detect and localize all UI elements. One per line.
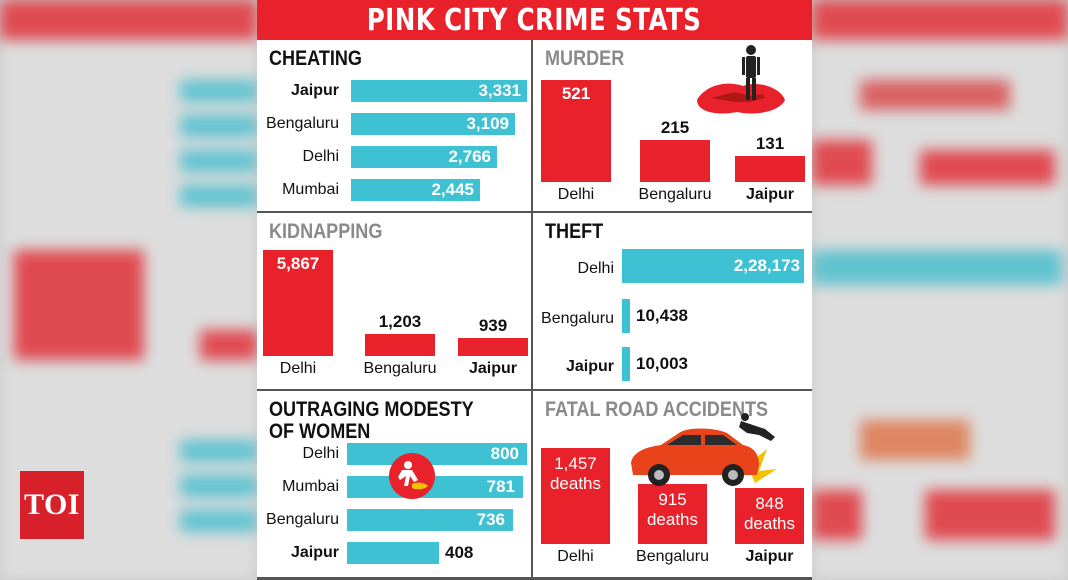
modesty-bar-bengaluru bbox=[347, 509, 513, 531]
theft-bar-jaipur bbox=[622, 347, 630, 381]
accidents-label-bengaluru: Bengaluru bbox=[636, 548, 709, 565]
car-crash-icon bbox=[631, 413, 777, 486]
modesty-panel: OUTRAGING MODESTY OF WOMEN Delhi 800 Mumba… bbox=[257, 391, 533, 577]
modesty-label-jaipur: Jaipur bbox=[290, 544, 339, 561]
accidents-unit-delhi: deaths bbox=[549, 474, 602, 493]
accidents-value-jaipur: 848 bbox=[755, 494, 784, 513]
modesty-bar-jaipur bbox=[347, 542, 439, 564]
murder-value-delhi: 521 bbox=[561, 84, 591, 103]
accidents-bar-bengaluru bbox=[638, 484, 707, 544]
cheating-label-jaipur: Jaipur bbox=[290, 82, 339, 99]
theft-label-jaipur: Jaipur bbox=[565, 358, 614, 375]
accidents-unit-bengaluru: deaths bbox=[646, 510, 699, 529]
kidnapping-bar-jaipur bbox=[458, 338, 528, 356]
murder-label-bengaluru: Bengaluru bbox=[638, 186, 712, 203]
theft-label-delhi: Delhi bbox=[577, 260, 614, 277]
murder-panel: MURDER 521 Delhi 215 Bengaluru 131 Jaipur bbox=[533, 40, 812, 213]
title-banner: PINK CITY CRIME STATS bbox=[257, 0, 812, 40]
kidnapping-value-jaipur: 939 bbox=[478, 316, 508, 335]
cheating-label-mumbai: Mumbai bbox=[282, 181, 339, 198]
cheating-value-jaipur: 3,331 bbox=[478, 81, 521, 100]
cheating-value-bengaluru: 3,109 bbox=[466, 114, 509, 133]
modesty-bar-delhi bbox=[347, 443, 527, 465]
kidnapping-bar-bengaluru bbox=[365, 334, 435, 356]
modesty-title-line2: OF WOMEN bbox=[269, 420, 371, 443]
bottom-rule bbox=[257, 577, 812, 580]
accidents-title: FATAL ROAD ACCIDENTS bbox=[545, 398, 769, 421]
modesty-title-line1: OUTRAGING MODESTY bbox=[269, 398, 474, 421]
modesty-value-delhi: 800 bbox=[490, 444, 519, 463]
theft-panel: THEFT Delhi 2,28,173 Bengaluru 10,438 Jaipur… bbox=[533, 213, 812, 391]
modesty-value-bengaluru: 736 bbox=[476, 510, 505, 529]
theft-value-delhi: 2,28,173 bbox=[733, 256, 800, 275]
accidents-value-bengaluru: 915 bbox=[658, 490, 687, 509]
accidents-value-delhi: 1,457 bbox=[554, 454, 597, 473]
accidents-label-jaipur: Jaipur bbox=[745, 548, 794, 565]
murder-title: MURDER bbox=[545, 47, 625, 70]
accidents-unit-jaipur: deaths bbox=[743, 514, 796, 533]
kidnapping-label-bengaluru: Bengaluru bbox=[363, 360, 437, 377]
theft-value-bengaluru: 10,438 bbox=[636, 306, 688, 325]
theft-title: THEFT bbox=[545, 220, 604, 243]
modesty-label-delhi: Delhi bbox=[302, 445, 339, 462]
theft-value-jaipur: 10,003 bbox=[636, 354, 688, 373]
murder-value-jaipur: 131 bbox=[755, 134, 785, 153]
cheating-value-delhi: 2,766 bbox=[448, 147, 491, 166]
body-outline-icon bbox=[697, 45, 785, 114]
murder-label-delhi: Delhi bbox=[557, 186, 595, 203]
modesty-label-mumbai: Mumbai bbox=[282, 478, 339, 495]
infographic-card: PINK CITY CRIME STATS CHEATING Jaipur 3,3… bbox=[257, 0, 812, 580]
modesty-value-mumbai: 781 bbox=[486, 477, 515, 496]
kidnapping-value-bengaluru: 1,203 bbox=[378, 312, 422, 331]
theft-bar-delhi bbox=[622, 249, 804, 283]
toi-logo: TOI bbox=[20, 471, 84, 539]
murder-label-jaipur: Jaipur bbox=[745, 186, 794, 203]
cheating-label-delhi: Delhi bbox=[302, 148, 339, 165]
kidnapping-bar-delhi bbox=[263, 250, 333, 356]
cheating-panel: CHEATING Jaipur 3,331 Bengaluru 3,109 Delhi 2… bbox=[257, 40, 533, 213]
kidnapping-label-jaipur: Jaipur bbox=[468, 360, 517, 377]
theft-label-bengaluru: Bengaluru bbox=[541, 310, 614, 327]
murder-bar-jaipur bbox=[735, 156, 805, 182]
assault-icon bbox=[389, 453, 435, 499]
cheating-bar-mumbai bbox=[351, 179, 480, 201]
murder-bar-bengaluru bbox=[640, 140, 710, 182]
modesty-title: OUTRAGING MODESTY OF WOMEN bbox=[269, 399, 474, 443]
kidnapping-panel: KIDNAPPING 5,867 Delhi 1,203 Bengaluru 939 Ja… bbox=[257, 213, 533, 391]
cheating-bar-delhi bbox=[351, 146, 497, 168]
accidents-bar-jaipur bbox=[735, 488, 804, 544]
cheating-label-bengaluru: Bengaluru bbox=[266, 115, 339, 132]
modesty-label-bengaluru: Bengaluru bbox=[266, 511, 339, 528]
page-title: PINK CITY CRIME STATS bbox=[367, 2, 702, 38]
cheating-title: CHEATING bbox=[269, 47, 362, 70]
cheating-bar-jaipur bbox=[351, 80, 527, 102]
cheating-bar-bengaluru bbox=[351, 113, 515, 135]
theft-bar-bengaluru bbox=[622, 299, 630, 333]
kidnapping-value-delhi: 5,867 bbox=[276, 254, 320, 273]
accidents-panel: FATAL ROAD ACCIDENTS 1,457 deaths Delhi 915… bbox=[533, 391, 812, 577]
accidents-bar-delhi bbox=[541, 448, 610, 544]
kidnapping-label-delhi: Delhi bbox=[279, 360, 317, 377]
kidnapping-title: KIDNAPPING bbox=[269, 220, 383, 243]
accidents-label-delhi: Delhi bbox=[557, 548, 594, 565]
murder-value-bengaluru: 215 bbox=[660, 118, 690, 137]
logo-text: TOI bbox=[24, 488, 80, 521]
modesty-value-jaipur: 408 bbox=[445, 543, 474, 562]
murder-bar-delhi bbox=[541, 80, 611, 182]
cheating-value-mumbai: 2,445 bbox=[431, 180, 474, 199]
